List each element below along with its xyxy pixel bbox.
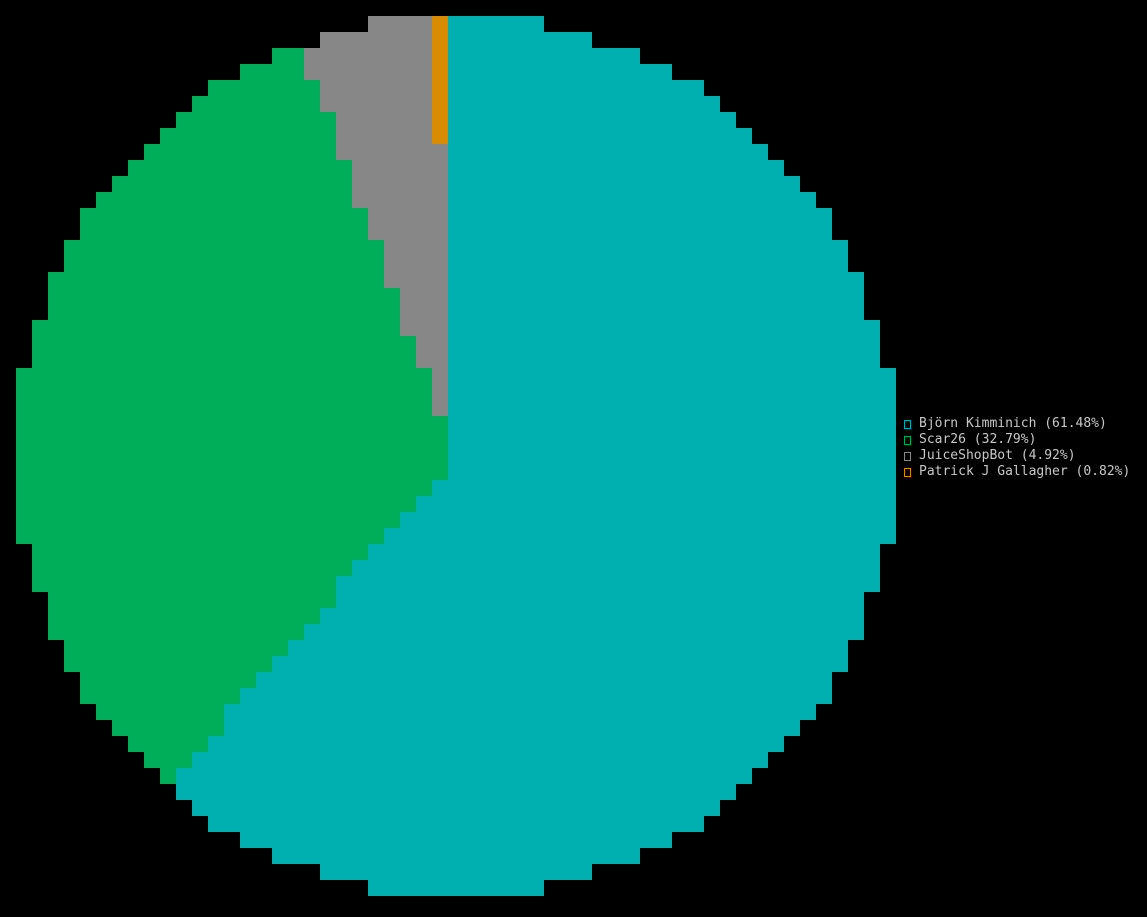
legend-swatch-icon [904,467,911,477]
legend-item-juiceshopbot: JuiceShopBot (4.92%) [904,448,1130,464]
legend-swatch-icon [904,419,911,429]
pie-slice-bj-rn-kimminich [176,16,896,896]
legend-item-bjorn-kimminich: Björn Kimminich (61.48%) [904,416,1130,432]
pie-slices [16,16,896,896]
pie-slice-scar26 [16,48,448,784]
pie-slice-patrick-j-gallagher [432,16,448,144]
legend-swatch-icon [904,451,911,461]
legend-swatch-icon [904,435,911,445]
chart-legend: Björn Kimminich (61.48%) Scar26 (32.79%)… [904,416,1130,480]
legend-item-patrick-j-gallagher: Patrick J Gallagher (0.82%) [904,464,1130,480]
pie-slice-juiceshopbot [304,16,448,416]
legend-label: Patrick J Gallagher (0.82%) [919,464,1131,479]
legend-label: Björn Kimminich (61.48%) [919,416,1107,431]
legend-label: Scar26 (32.79%) [919,432,1037,447]
legend-label: JuiceShopBot (4.92%) [919,448,1076,463]
legend-item-scar26: Scar26 (32.79%) [904,432,1130,448]
